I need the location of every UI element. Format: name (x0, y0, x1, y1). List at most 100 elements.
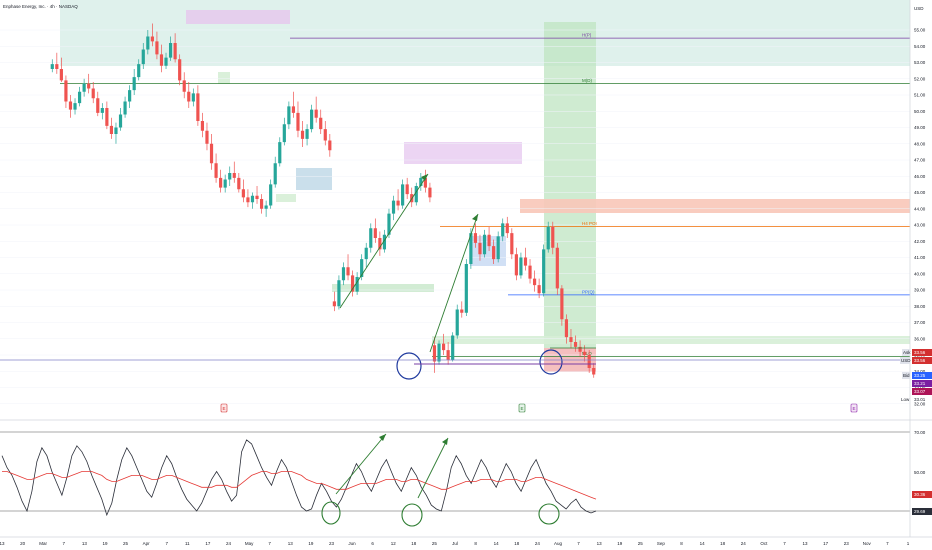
date-tick: 25 (432, 541, 438, 546)
candle-body (337, 280, 341, 307)
low-badge: Low (901, 397, 910, 402)
candle-body (205, 130, 209, 144)
candle-body (346, 267, 350, 276)
date-tick: 20 (20, 541, 26, 546)
date-tick: 7 (577, 541, 580, 546)
candle-body (555, 247, 559, 289)
candle-body (241, 189, 245, 198)
price-tick: 43.00 (914, 223, 926, 228)
date-tick: 14 (700, 541, 706, 546)
candle-body (514, 254, 518, 276)
long-position-target-zone (544, 22, 596, 348)
candle-body (269, 184, 273, 206)
candle-body (464, 264, 468, 313)
price-tick: 41.00 (914, 255, 926, 260)
date-tick: 24 (226, 541, 232, 546)
small-green-box-2 (276, 194, 296, 202)
candle-body (91, 88, 95, 99)
candle-body (350, 275, 355, 292)
candle-body (560, 288, 564, 320)
candle-body (150, 36, 154, 42)
candle-body (87, 83, 91, 89)
candle-body (419, 177, 423, 186)
candle-body (255, 195, 259, 199)
date-tick: Nov (863, 541, 872, 546)
key-level-label: M(D) (582, 78, 592, 83)
candle-body (473, 233, 478, 243)
candle-body (451, 335, 455, 360)
date-tick: 19 (308, 541, 314, 546)
price-tick: 52.00 (914, 76, 926, 81)
candle-body (505, 223, 509, 234)
date-tick: Oct (760, 541, 768, 546)
candle-body (564, 319, 569, 338)
key-level-label: MLO (582, 351, 592, 356)
earnings-marker-1: E (222, 406, 225, 411)
candle-body (414, 186, 418, 203)
candle-body (237, 177, 241, 190)
low-circle-2 (539, 349, 563, 375)
candle-body (478, 242, 482, 255)
trend-arrow-1-head (421, 174, 428, 181)
rsi-arrow-1 (335, 433, 387, 495)
currency-label: USD (914, 6, 924, 11)
candle-body (469, 233, 473, 264)
key-level-label: H(P) (582, 33, 592, 38)
candle-body (323, 129, 327, 141)
candle-body (77, 91, 82, 104)
price-tick: 32.00 (914, 401, 926, 406)
candle-body (73, 103, 77, 110)
candle-body (50, 64, 54, 69)
candle-body (68, 101, 73, 110)
candle-body (405, 184, 409, 195)
candle-body (278, 142, 282, 164)
candle-body (319, 117, 323, 130)
price-axis[interactable]: 55.00 54.00 53.00 52.00 51.00 50.00 49.00 48.00… (900, 0, 932, 537)
date-tick: 7 (783, 541, 786, 546)
date-tick: 19 (102, 541, 108, 546)
rsi-pane (0, 419, 932, 527)
candle-body (137, 64, 141, 78)
candle-body (446, 350, 450, 360)
candle-body (282, 124, 286, 143)
earnings-markers[interactable]: E E E (220, 403, 858, 413)
candle-body (314, 109, 318, 118)
candle-body (441, 343, 446, 351)
price-tick: 47.00 (914, 158, 926, 163)
rsi-arrow-2-head (442, 438, 448, 445)
candle-body (546, 226, 550, 250)
date-tick: May (245, 541, 254, 546)
date-tick: 8 (680, 541, 683, 546)
candle-body (100, 108, 104, 113)
candle-body (428, 187, 432, 198)
price-tick: 53.00 (914, 60, 926, 65)
candle-body (109, 125, 114, 134)
candle-body (300, 130, 305, 139)
rsi-arrow-1-head (379, 434, 386, 441)
candle-body (132, 77, 136, 91)
candle-body (378, 238, 382, 250)
date-tick: Aug (554, 541, 563, 546)
candle-body (341, 267, 346, 281)
rsi-tick-70: 70.00 (914, 430, 926, 435)
date-axis[interactable]: 13 20 Mar 7 13 19 25 Apr 7 11 17 24 May 7 13 19 23 Jun 6 12… (0, 536, 932, 546)
rsi-signal-line (2, 471, 597, 500)
candle-body (219, 177, 223, 188)
price-tick: 37.00 (914, 320, 926, 325)
candle-body (551, 226, 555, 248)
candle-body (123, 101, 127, 115)
low-circle-1 (396, 352, 422, 380)
candle-body (542, 249, 546, 294)
blue-order-block (296, 168, 332, 190)
date-tick: 7 (886, 541, 889, 546)
candle-body (291, 106, 296, 113)
candle-body (437, 343, 441, 362)
trend-arrow-2-head (472, 214, 478, 221)
candle-body (587, 355, 591, 368)
candle-body (455, 309, 459, 336)
date-tick: 6 (371, 541, 374, 546)
date-tick: Apr (143, 541, 151, 546)
candle-body (232, 173, 236, 178)
candle-body (168, 43, 173, 58)
